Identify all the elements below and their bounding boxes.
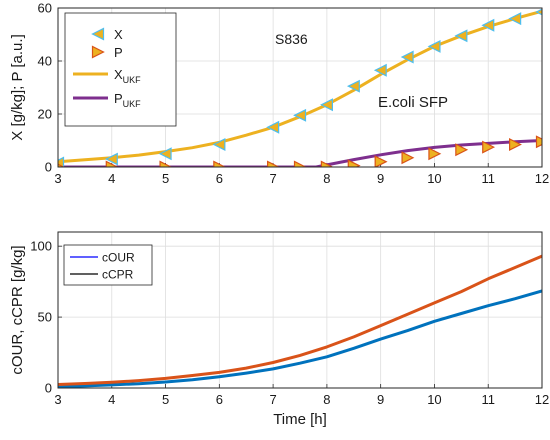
data-point-x <box>400 50 414 64</box>
data-point-p <box>455 143 469 157</box>
data-point-x <box>481 18 495 32</box>
data-point-x <box>104 152 118 166</box>
y-tick-label: 0 <box>45 381 52 396</box>
axes-frame <box>57 7 543 168</box>
data-point-p <box>293 160 307 167</box>
bottom-panel: 3 4 5 6 7 8 9 10 11 12 0 50 100 cOUR, cCPR [g/kg] Time… <box>9 231 549 428</box>
x-tick-label: 5 <box>162 392 169 407</box>
data-point-x <box>158 147 172 161</box>
x-axis-label: Time [h] <box>273 411 327 428</box>
series-group <box>58 254 542 388</box>
x-tick-label: 6 <box>216 171 223 186</box>
legend-marker-x <box>91 27 105 41</box>
x-tick-label: 3 <box>54 392 61 407</box>
y-tick-label: 50 <box>38 310 52 325</box>
data-point-p <box>267 160 280 167</box>
data-point-p <box>58 163 65 167</box>
y-axis-label: cOUR, cCPR [g/kg] <box>9 245 26 374</box>
x-tick-label: 5 <box>162 171 169 186</box>
data-point-x <box>508 12 522 26</box>
data-point-p <box>401 151 415 165</box>
legend-box <box>63 244 153 286</box>
series-line-pukf <box>58 139 542 167</box>
data-point-p <box>213 160 227 167</box>
x-tick-label: 10 <box>427 392 441 407</box>
x-tick-label: 10 <box>427 171 441 186</box>
data-point-p <box>374 155 388 167</box>
axes-frame <box>57 231 543 389</box>
y-tick-label: 40 <box>38 54 52 69</box>
data-point-x <box>535 8 542 16</box>
annotation-sample: S836 <box>275 31 308 47</box>
data-point-p <box>482 140 496 154</box>
data-point-x <box>212 138 226 151</box>
data-point-x <box>320 98 333 112</box>
legend-label: cCPR <box>102 268 134 282</box>
legend-label-subscript: UKF <box>123 99 142 109</box>
data-point-x <box>266 120 280 134</box>
legend-label-subscript: UKF <box>123 75 142 85</box>
y-tick-label: 20 <box>38 107 52 122</box>
y-tick-label: 0 <box>45 160 52 175</box>
data-point-p <box>320 160 334 167</box>
data-point-p <box>159 160 173 167</box>
data-point-x <box>454 29 468 43</box>
legend: cOUR cCPR <box>63 244 153 286</box>
data-point-x <box>427 39 441 53</box>
y-axis-label: X [g/kg]; P [a.u.] <box>9 34 26 140</box>
series-group <box>58 8 542 167</box>
x-tick-label: 11 <box>481 171 495 186</box>
x-tick-label: 4 <box>108 171 115 186</box>
data-point-p <box>428 147 442 161</box>
x-tick-label: 6 <box>216 392 223 407</box>
y-tick-label: 100 <box>30 239 52 254</box>
legend-label: X <box>114 27 123 42</box>
data-point-x <box>346 79 360 93</box>
x-tick-label: 9 <box>377 392 384 407</box>
x-tick-label: 8 <box>323 392 330 407</box>
x-tick-label: 12 <box>535 392 549 407</box>
x-tick-label: 7 <box>269 171 276 186</box>
x-tick-label: 11 <box>481 392 495 407</box>
x-tick-label: 9 <box>377 171 384 186</box>
data-point-p <box>105 160 119 167</box>
top-panel: 3 4 5 6 7 8 9 10 11 12 0 20 40 60 X [g/kg]; P [a.u.] XP… <box>9 1 549 187</box>
legend-box <box>64 12 177 127</box>
x-tick-label: 4 <box>108 392 115 407</box>
data-point-x <box>373 63 387 77</box>
series-line-cour <box>58 289 542 388</box>
y-tick-label: 60 <box>38 1 52 16</box>
legend-label: P <box>114 45 123 60</box>
x-tick-label: 8 <box>323 171 330 186</box>
data-point-p <box>535 135 542 149</box>
x-tick-label: 7 <box>269 392 276 407</box>
x-tick-label: 3 <box>54 171 61 186</box>
data-point-p <box>509 138 522 151</box>
annotation-organism: E.coli SFP <box>378 94 448 111</box>
legend-marker-p <box>91 45 105 59</box>
data-point-x <box>293 108 307 122</box>
series-line-ccpr <box>58 254 542 386</box>
x-tick-label: 12 <box>535 171 549 186</box>
data-point-p <box>347 159 361 167</box>
legend-label: cOUR <box>102 251 135 265</box>
